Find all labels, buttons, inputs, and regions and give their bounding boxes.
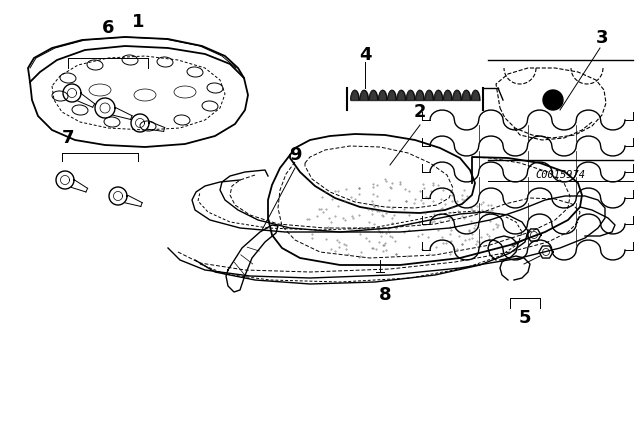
Text: 3: 3 bbox=[596, 29, 608, 47]
Text: 9: 9 bbox=[289, 146, 301, 164]
Text: 2: 2 bbox=[413, 103, 426, 121]
Text: 5: 5 bbox=[519, 309, 531, 327]
Text: 8: 8 bbox=[379, 286, 391, 304]
Text: 7: 7 bbox=[61, 129, 74, 147]
Circle shape bbox=[543, 90, 563, 110]
Text: 1: 1 bbox=[132, 13, 144, 31]
Text: C0015974: C0015974 bbox=[536, 170, 586, 180]
Text: 6: 6 bbox=[102, 19, 115, 37]
Text: 4: 4 bbox=[359, 46, 371, 64]
